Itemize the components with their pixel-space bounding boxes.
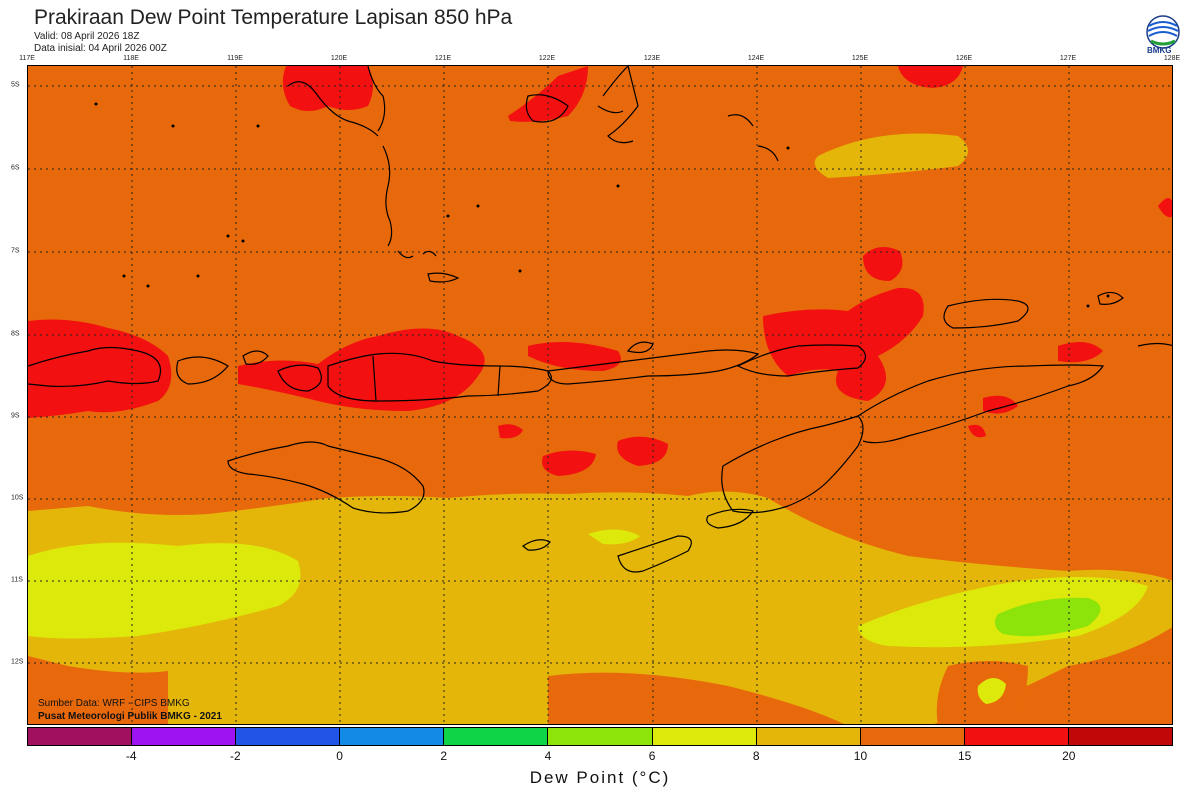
colorbar-swatch xyxy=(28,728,133,745)
colorbar-swatch xyxy=(756,728,861,745)
lon-label: 124E xyxy=(747,55,765,62)
colorbar-tick-label: 15 xyxy=(957,749,972,763)
colorbar-tick-label: 4 xyxy=(544,749,552,763)
lon-label: 128E xyxy=(1163,55,1181,62)
lat-label: 7S xyxy=(11,247,20,255)
colorbar-swatch xyxy=(236,728,341,745)
colorbar-swatch xyxy=(340,728,445,745)
coastlines xyxy=(28,66,1172,573)
lon-label: 123E xyxy=(643,55,661,62)
colorbar-tick-label: 10 xyxy=(853,749,868,763)
lon-label: 122E xyxy=(538,55,556,62)
colorbar-swatch xyxy=(548,728,653,745)
lon-label: 118E xyxy=(123,55,139,62)
lon-label: 125E xyxy=(851,55,869,62)
yellow-region xyxy=(28,133,1172,724)
lon-label: 120E xyxy=(330,55,348,62)
lon-label: 121E xyxy=(434,55,452,62)
lat-label: 10S xyxy=(11,494,24,502)
source-credit: Sumber Data: WRF - CIPS BMKG xyxy=(38,698,190,709)
colorbar-title: Dew Point (°C) xyxy=(529,768,671,787)
red-region xyxy=(28,66,1172,476)
dew-point-map: Sumber Data: WRF - CIPS BMKG Pusat Meteo… xyxy=(27,65,1173,725)
colorbar-tick-label: -2 xyxy=(230,749,241,763)
colorbar-tick-label: 20 xyxy=(1062,749,1076,763)
colorbar-tick-label: -4 xyxy=(125,749,137,763)
colorbar-swatch xyxy=(1068,728,1173,745)
lon-label: 126E xyxy=(955,55,973,62)
colorbar-tick-label: 6 xyxy=(648,749,656,763)
green-region xyxy=(994,597,1101,637)
colorbar-tick-label: 0 xyxy=(336,749,343,763)
logo-text: BMKG xyxy=(1147,46,1172,55)
lat-label: 5S xyxy=(11,81,20,89)
colorbar xyxy=(27,727,1173,746)
valid-time: Valid: 08 April 2026 18Z xyxy=(34,31,140,42)
colorbar-swatch xyxy=(444,728,549,745)
colorbar-swatch xyxy=(860,728,965,745)
colorbar-tick-label: 2 xyxy=(440,749,448,763)
lon-label: 117E xyxy=(19,55,35,62)
lon-label: 119E xyxy=(227,55,243,62)
lat-label: 6S xyxy=(11,164,20,172)
colorbar-tick-label: 8 xyxy=(752,749,760,763)
graticule xyxy=(28,66,1172,724)
small-islands xyxy=(94,102,1110,308)
colorbar-swatch xyxy=(652,728,757,745)
lat-label: 11S xyxy=(11,576,23,584)
publisher-credit: Pusat Meteorologi Publik BMKG - 2021 xyxy=(38,711,222,722)
colorbar-swatch xyxy=(132,728,237,745)
map-title: Prakiraan Dew Point Temperature Lapisan … xyxy=(34,6,513,29)
colorbar-swatch xyxy=(964,728,1069,745)
init-time: Data inisial: 04 April 2026 00Z xyxy=(34,43,167,54)
lon-label: 127E xyxy=(1059,55,1077,62)
bmkg-logo-icon xyxy=(1146,15,1180,49)
lat-label: 8S xyxy=(11,330,20,338)
lat-label: 9S xyxy=(11,412,20,420)
lat-label: 12S xyxy=(11,658,24,666)
